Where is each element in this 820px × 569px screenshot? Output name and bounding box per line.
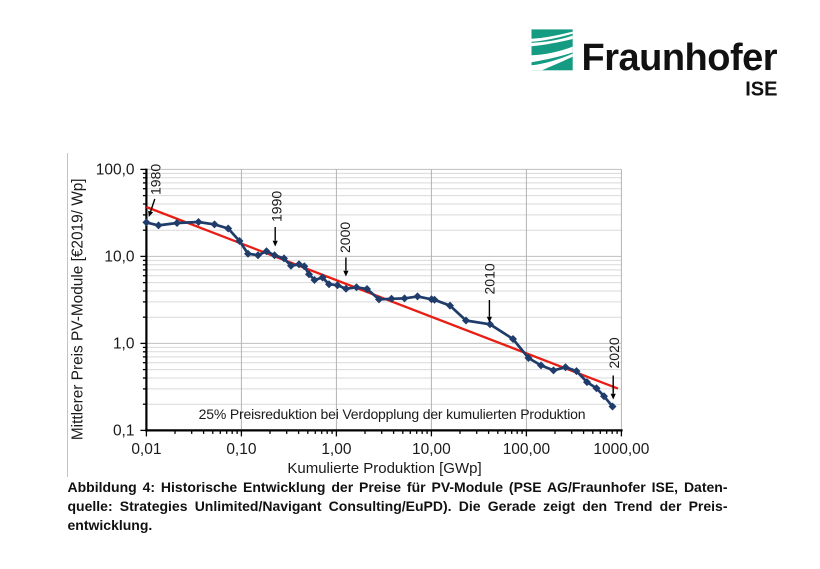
svg-text:100,00: 100,00 bbox=[503, 441, 551, 458]
svg-text:0,10: 0,10 bbox=[226, 441, 257, 458]
svg-text:2010: 2010 bbox=[481, 263, 497, 294]
svg-text:2000: 2000 bbox=[337, 222, 353, 253]
svg-text:ISE: ISE bbox=[745, 79, 777, 101]
svg-text:Mittlerer Preis PV-Module [€20: Mittlerer Preis PV-Module [€2019/ Wp] bbox=[69, 178, 86, 440]
svg-text:1980: 1980 bbox=[147, 164, 163, 195]
svg-text:Fraunhofer: Fraunhofer bbox=[582, 37, 778, 79]
svg-text:0,01: 0,01 bbox=[131, 441, 161, 458]
svg-text:Kumulierte Produktion [GWp]: Kumulierte Produktion [GWp] bbox=[287, 460, 481, 477]
svg-text:1000,00: 1000,00 bbox=[593, 441, 649, 458]
svg-text:2020: 2020 bbox=[606, 337, 622, 368]
svg-text:10,00: 10,00 bbox=[412, 441, 451, 458]
svg-text:1,0: 1,0 bbox=[113, 335, 135, 352]
svg-text:25% Preisreduktion bei Verdopp: 25% Preisreduktion bei Verdopplung der k… bbox=[199, 406, 586, 422]
svg-text:1990: 1990 bbox=[268, 191, 284, 222]
svg-text:1,00: 1,00 bbox=[321, 441, 352, 458]
svg-text:10,0: 10,0 bbox=[104, 248, 135, 265]
svg-text:0,1: 0,1 bbox=[113, 422, 135, 439]
svg-text:100,0: 100,0 bbox=[96, 161, 135, 178]
